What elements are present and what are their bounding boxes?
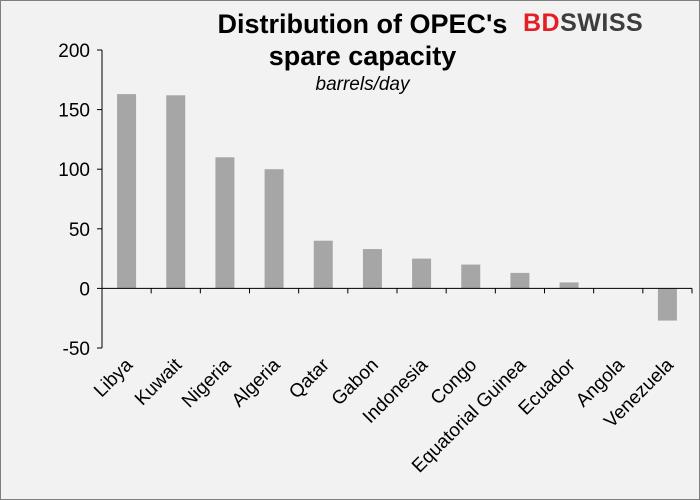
bar-libya — [117, 94, 137, 289]
x-category-label: Algeria — [228, 354, 285, 411]
chart-subtitle: barrels/day — [315, 74, 410, 95]
y-tick-label: 100 — [58, 160, 90, 181]
y-tick-label: 50 — [69, 220, 90, 241]
y-tick-label: -50 — [63, 339, 90, 360]
y-tick-label: 150 — [58, 101, 90, 122]
x-category-label: Kuwait — [131, 354, 187, 410]
x-category-label: Nigeria — [178, 354, 236, 412]
chart-title-line-1: Distribution of OPEC's — [217, 9, 508, 39]
logo-part-swiss: SWISS — [560, 9, 644, 37]
bar-equatorial-guinea — [510, 272, 530, 289]
bars-group — [117, 94, 677, 321]
bar-nigeria — [215, 157, 235, 289]
logo-part-bd: BD — [523, 9, 561, 37]
y-tick-label: 0 — [79, 279, 90, 300]
chart-title-line-2: spare capacity — [268, 41, 457, 71]
bar-gabon — [362, 249, 382, 289]
y-tick-labels: -50 0 50 100 150 200 — [58, 41, 90, 360]
brand-logo: BDSWISS — [523, 9, 643, 38]
x-category-label: Qatar — [285, 354, 334, 403]
bar-algeria — [264, 169, 284, 289]
bar-qatar — [313, 240, 333, 289]
axes-group — [97, 49, 693, 349]
bar-congo — [461, 264, 481, 289]
bar-kuwait — [166, 95, 186, 289]
y-tick-label: 200 — [58, 41, 90, 62]
bar-indonesia — [412, 258, 432, 289]
bar-ecuador — [559, 282, 579, 289]
bar-venezuela — [657, 288, 677, 321]
